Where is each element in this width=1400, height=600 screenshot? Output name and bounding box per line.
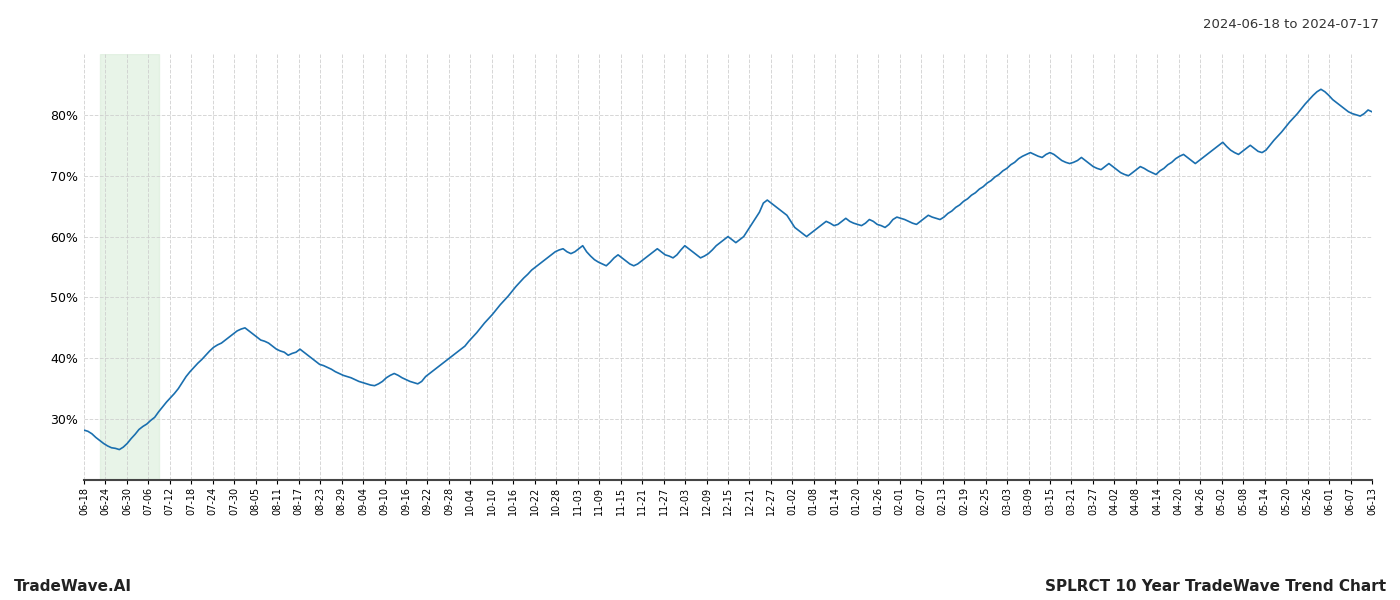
Text: 2024-06-18 to 2024-07-17: 2024-06-18 to 2024-07-17 (1203, 18, 1379, 31)
Text: SPLRCT 10 Year TradeWave Trend Chart: SPLRCT 10 Year TradeWave Trend Chart (1044, 579, 1386, 594)
Text: TradeWave.AI: TradeWave.AI (14, 579, 132, 594)
Bar (99, 54, 158, 480)
